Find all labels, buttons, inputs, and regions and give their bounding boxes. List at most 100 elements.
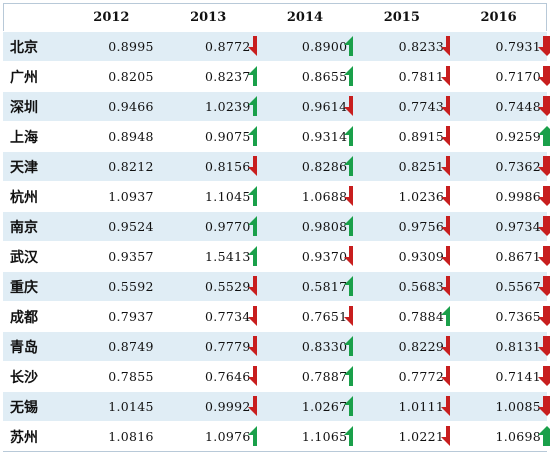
value-cell: 0.7734 <box>159 301 266 332</box>
value-text: 1.0145 <box>108 399 154 414</box>
value-cell: 0.7779 <box>159 331 266 362</box>
value-text: 0.7646 <box>205 369 251 384</box>
value-text: 0.8900 <box>301 39 348 54</box>
value-text: 1.0976 <box>205 429 251 444</box>
value-cell: 0.7651 <box>256 301 363 332</box>
value-cell: 0.7855 <box>63 361 160 392</box>
value-text: 0.5683 <box>398 279 445 294</box>
arrow-down-icon <box>538 306 550 326</box>
city-name: 杭州 <box>3 181 63 212</box>
value-cell: 0.5567 <box>450 271 550 302</box>
value-cell: 1.0976 <box>159 421 266 451</box>
value-text: 0.9357 <box>108 249 154 264</box>
city-name: 成都 <box>3 301 63 332</box>
year-header: 2016 <box>480 9 517 25</box>
value-text: 0.7365 <box>495 309 541 324</box>
value-text: 0.7141 <box>495 369 541 384</box>
arrow-down-icon <box>538 396 550 416</box>
value-text: 1.0688 <box>301 189 348 204</box>
value-cell: 1.0145 <box>63 391 160 422</box>
value-cell: 1.0085 <box>450 391 550 422</box>
table-row: 广州 0.8205 0.8237 0.8655 0.7811 0.7170 <box>3 61 550 92</box>
arrow-down-icon <box>538 186 550 206</box>
value-text: 0.9992 <box>205 399 251 414</box>
value-cell: 0.8915 <box>353 121 460 152</box>
value-text: 0.8131 <box>495 339 541 354</box>
table-row: 青岛 0.8749 0.7779 0.8330 0.8229 0.8131 <box>3 331 550 362</box>
arrow-down-icon <box>538 216 550 236</box>
value-text: 0.7362 <box>495 159 541 174</box>
value-cell: 0.9734 <box>450 211 550 242</box>
header-corner <box>3 3 63 32</box>
arrow-down-icon <box>538 246 550 266</box>
value-text: 0.5529 <box>205 279 251 294</box>
value-cell: 0.7811 <box>353 61 460 92</box>
city-index-table: 2012 2013 2014 2015 2016 北京 0.8995 0.8772 0… <box>3 3 550 451</box>
value-cell: 0.5592 <box>63 271 160 302</box>
value-cell: 1.0698 <box>450 421 550 451</box>
arrow-down-icon <box>538 276 550 296</box>
value-cell: 0.8237 <box>159 61 266 92</box>
value-cell: 0.7931 <box>450 31 550 62</box>
city-name: 青岛 <box>3 331 63 362</box>
value-cell: 0.9357 <box>63 241 160 272</box>
value-cell: 0.5683 <box>353 271 460 302</box>
value-cell: 1.0937 <box>63 181 160 212</box>
value-text: 1.1045 <box>205 189 251 204</box>
value-text: 0.9770 <box>205 219 251 234</box>
value-text: 0.5567 <box>495 279 541 294</box>
value-cell: 0.8655 <box>256 61 363 92</box>
value-text: 0.8212 <box>108 159 154 174</box>
year-header: 2013 <box>190 9 227 25</box>
value-cell: 0.9770 <box>159 211 266 242</box>
value-text: 0.7931 <box>495 39 541 54</box>
value-cell: 0.7170 <box>450 61 550 92</box>
table-row: 南京 0.9524 0.9770 0.9808 0.9756 0.9734 <box>3 211 550 242</box>
header-row: 2012 2013 2014 2015 2016 <box>3 3 547 32</box>
value-cell: 0.7646 <box>159 361 266 392</box>
city-name: 无锡 <box>3 391 63 422</box>
value-text: 0.9370 <box>301 249 348 264</box>
value-text: 0.8995 <box>108 39 154 54</box>
value-cell: 0.9614 <box>256 91 363 122</box>
value-cell: 0.7937 <box>63 301 160 332</box>
value-text: 0.9986 <box>495 189 541 204</box>
value-cell: 0.8948 <box>63 121 160 152</box>
arrow-down-icon <box>538 366 550 386</box>
value-text: 1.0111 <box>398 399 445 414</box>
city-name: 上海 <box>3 121 63 152</box>
table-row: 无锡 1.0145 0.9992 1.0267 1.0111 1.0085 <box>3 391 550 422</box>
value-cell: 0.7362 <box>450 151 550 182</box>
value-cell: 1.0267 <box>256 391 363 422</box>
value-cell: 0.8286 <box>256 151 363 182</box>
value-text: 0.7772 <box>398 369 445 384</box>
value-text: 0.8948 <box>108 129 154 144</box>
value-cell: 0.8233 <box>353 31 460 62</box>
arrow-down-icon <box>538 156 550 176</box>
value-text: 0.8749 <box>108 339 154 354</box>
value-cell: 0.7448 <box>450 91 550 122</box>
table-row: 北京 0.8995 0.8772 0.8900 0.8233 0.7931 <box>3 31 550 62</box>
table-row: 武汉 0.9357 1.5413 0.9370 0.9309 0.8671 <box>3 241 550 272</box>
value-cell: 0.9370 <box>256 241 363 272</box>
arrow-down-icon <box>538 66 550 86</box>
value-cell: 0.8251 <box>353 151 460 182</box>
value-cell: 0.8205 <box>63 61 160 92</box>
value-cell: 0.7884 <box>353 301 460 332</box>
arrow-down-icon <box>538 96 550 116</box>
value-text: 0.9314 <box>301 129 348 144</box>
table-row: 深圳 0.9466 1.0239 0.9614 0.7743 0.7448 <box>3 91 550 122</box>
value-cell: 0.9992 <box>159 391 266 422</box>
table-row: 上海 0.8948 0.9075 0.9314 0.8915 0.9259 <box>3 121 550 152</box>
value-cell: 0.8156 <box>159 151 266 182</box>
value-text: 0.8286 <box>301 159 348 174</box>
value-text: 0.7743 <box>398 99 445 114</box>
value-text: 1.0085 <box>495 399 541 414</box>
value-text: 0.9466 <box>108 99 154 114</box>
value-cell: 0.9466 <box>63 91 160 122</box>
value-cell: 1.0236 <box>353 181 460 212</box>
value-text: 0.8330 <box>301 339 348 354</box>
value-cell: 1.0239 <box>159 91 266 122</box>
value-cell: 0.8900 <box>256 31 363 62</box>
value-text: 0.7884 <box>398 309 445 324</box>
